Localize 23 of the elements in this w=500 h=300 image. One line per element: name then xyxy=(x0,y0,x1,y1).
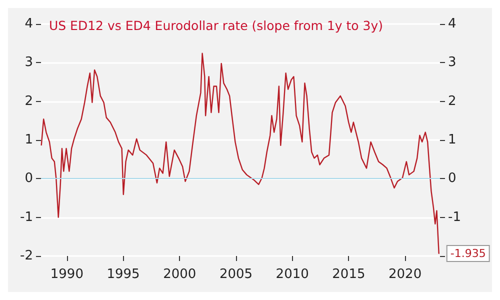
y2-tick-label: 1 xyxy=(448,132,456,148)
y-tick-label: 4 xyxy=(24,16,33,32)
y2-tick-label: 2 xyxy=(448,94,456,109)
x-tick-label: 2000 xyxy=(163,267,196,282)
y-tick-label: 3 xyxy=(24,55,33,70)
x-tick-label: 2015 xyxy=(332,267,366,282)
y-tick-label: 2 xyxy=(24,94,33,109)
x-tick-label: 1990 xyxy=(50,267,84,282)
y-tick-label: -1 xyxy=(20,210,33,225)
x-tick-label: 1995 xyxy=(106,267,140,282)
y2-tick-label: 3 xyxy=(448,55,456,70)
y2-tick-label: -1 xyxy=(448,210,461,225)
y-tick-label: 1 xyxy=(24,132,33,148)
x-tick-label: 2010 xyxy=(276,267,309,282)
chart-title: US ED12 vs ED4 Eurodollar rate (slope from 1y to 3y) xyxy=(49,18,384,33)
y2-tick-label: 4 xyxy=(448,16,456,32)
x-tick-label: 2005 xyxy=(219,267,253,282)
x-tick-label: 2020 xyxy=(388,267,422,282)
y-tick-label: 0 xyxy=(24,171,33,186)
line-series xyxy=(40,52,440,254)
y-tick-label: -2 xyxy=(20,248,33,264)
annotation: -1.935 xyxy=(450,246,486,260)
y2-tick-label: 0 xyxy=(448,171,456,186)
